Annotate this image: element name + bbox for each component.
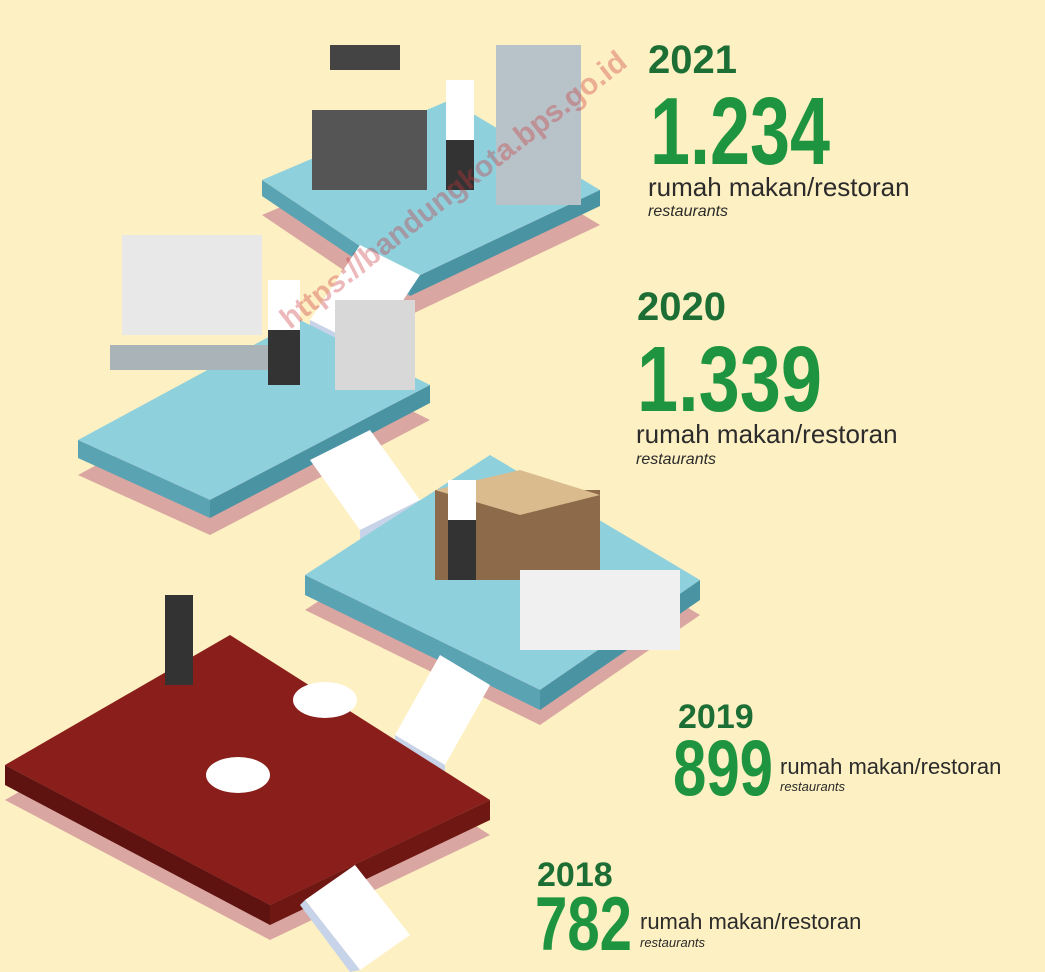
year: 2018 <box>537 856 613 894</box>
sublabel: restaurants <box>780 779 846 794</box>
label: rumah makan/restoran <box>636 419 898 449</box>
year: 2021 <box>648 38 737 82</box>
illustration <box>5 45 700 972</box>
label: rumah makan/restoran <box>640 909 861 934</box>
value: 899 <box>673 723 773 812</box>
sublabel: restaurants <box>640 935 706 950</box>
label: rumah makan/restoran <box>648 172 910 202</box>
sublabel: restaurants <box>648 203 728 220</box>
value: 1.234 <box>650 78 830 185</box>
label: rumah makan/restoran <box>780 754 1001 779</box>
value: 782 <box>535 882 632 967</box>
year: 2019 <box>678 698 754 736</box>
year: 2020 <box>637 285 726 329</box>
value: 1.339 <box>637 327 822 431</box>
sublabel: restaurants <box>636 451 716 468</box>
